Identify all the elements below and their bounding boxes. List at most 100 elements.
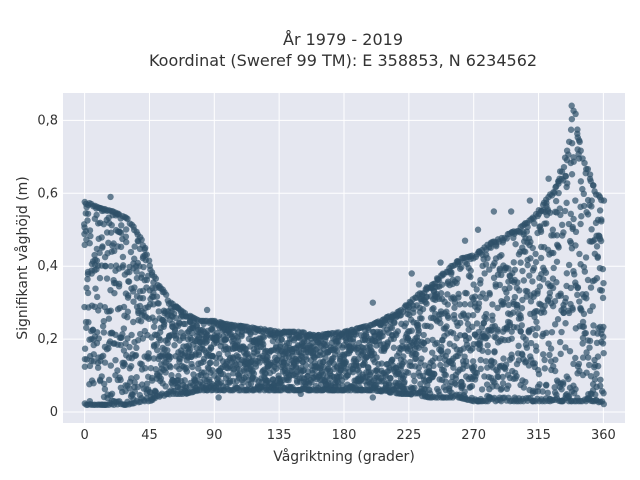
data-point xyxy=(99,244,106,251)
data-point xyxy=(556,205,563,212)
data-point xyxy=(101,359,109,366)
data-point xyxy=(574,291,581,299)
data-point xyxy=(498,385,505,392)
data-point xyxy=(536,381,543,388)
data-point xyxy=(540,276,547,283)
data-point xyxy=(540,309,548,316)
data-point xyxy=(387,374,394,382)
data-point xyxy=(570,215,577,223)
data-point xyxy=(465,334,473,342)
data-point xyxy=(572,228,580,236)
data-point xyxy=(547,345,555,352)
data-point xyxy=(523,344,531,351)
data-point xyxy=(461,388,468,395)
data-point xyxy=(517,259,524,266)
data-point xyxy=(474,226,482,233)
data-point xyxy=(102,263,109,270)
data-point xyxy=(518,322,525,329)
data-point xyxy=(486,266,493,273)
data-point xyxy=(511,266,519,273)
data-point xyxy=(419,305,427,313)
data-point xyxy=(517,315,525,322)
data-point xyxy=(302,362,310,369)
data-point xyxy=(582,254,590,261)
data-point xyxy=(588,197,595,204)
data-point xyxy=(81,345,89,352)
data-point xyxy=(450,330,457,337)
data-point xyxy=(546,351,553,359)
data-point xyxy=(247,329,254,336)
data-point xyxy=(410,309,417,316)
data-point xyxy=(99,352,107,360)
data-point xyxy=(117,376,124,384)
data-point xyxy=(455,290,462,298)
data-point xyxy=(551,367,559,375)
data-point xyxy=(388,324,396,332)
data-point xyxy=(470,363,478,370)
data-point xyxy=(463,362,471,370)
data-point xyxy=(543,329,550,337)
y-tick-label: 0,2 xyxy=(37,332,58,347)
data-point xyxy=(342,360,349,367)
data-point xyxy=(586,344,593,351)
data-point xyxy=(555,180,562,187)
data-point xyxy=(594,353,602,360)
data-point xyxy=(240,379,247,386)
data-point xyxy=(479,290,487,297)
data-point xyxy=(443,323,450,330)
data-point xyxy=(133,344,140,352)
data-point xyxy=(139,294,147,302)
data-point xyxy=(132,352,140,359)
data-point xyxy=(94,364,102,371)
data-point xyxy=(191,377,198,384)
data-point xyxy=(537,228,545,235)
data-point xyxy=(168,372,175,379)
data-point xyxy=(477,342,484,349)
data-point xyxy=(125,278,133,285)
data-point xyxy=(167,353,174,361)
data-point xyxy=(388,356,396,364)
data-point xyxy=(487,244,495,251)
data-point xyxy=(122,233,130,240)
data-point xyxy=(475,300,483,307)
data-point xyxy=(117,243,125,251)
data-point xyxy=(456,332,464,339)
data-point xyxy=(127,362,135,370)
data-point xyxy=(471,293,479,300)
data-point xyxy=(562,294,569,302)
data-point xyxy=(529,244,536,252)
data-point xyxy=(518,304,526,312)
data-point xyxy=(527,298,535,305)
data-point xyxy=(471,376,479,383)
data-point xyxy=(369,299,377,306)
data-point xyxy=(524,261,531,269)
data-point xyxy=(128,331,135,339)
data-point xyxy=(119,264,126,271)
data-point xyxy=(451,304,458,311)
data-point xyxy=(522,248,529,255)
data-point xyxy=(117,229,125,237)
data-point xyxy=(505,301,512,309)
data-point xyxy=(533,347,540,354)
data-point xyxy=(98,234,105,241)
data-point xyxy=(558,328,565,336)
data-point xyxy=(553,258,561,265)
data-point xyxy=(577,220,584,228)
data-point xyxy=(568,140,576,147)
data-point xyxy=(581,159,588,167)
data-point xyxy=(484,342,491,349)
data-point xyxy=(418,355,425,362)
data-point xyxy=(502,361,510,368)
data-point xyxy=(99,322,107,330)
data-point xyxy=(494,373,501,380)
data-point xyxy=(98,373,105,380)
data-point xyxy=(457,319,464,327)
data-point xyxy=(120,347,128,354)
data-point xyxy=(437,290,445,297)
data-point xyxy=(563,183,570,191)
data-point xyxy=(593,243,601,250)
data-point xyxy=(529,325,536,333)
data-point xyxy=(582,291,590,298)
data-point xyxy=(562,320,569,327)
